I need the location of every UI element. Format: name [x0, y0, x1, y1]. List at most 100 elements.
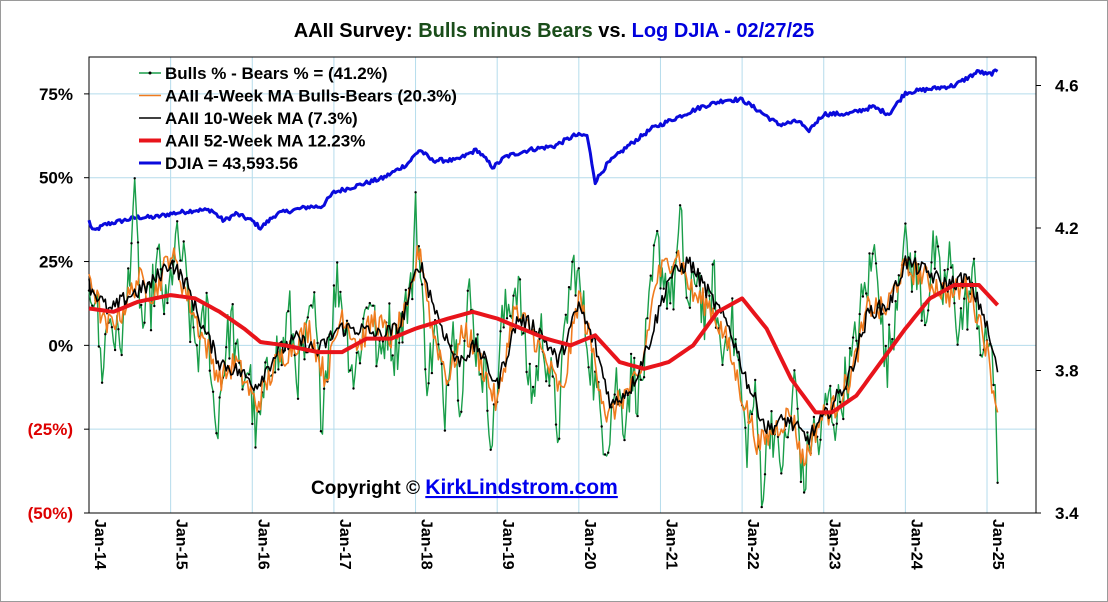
data-point [127, 267, 130, 270]
data-point [832, 423, 835, 427]
data-point [721, 363, 724, 367]
data-point [806, 431, 809, 434]
data-point [623, 438, 626, 442]
data-point [130, 242, 133, 245]
data-point [545, 380, 548, 383]
legend: Bulls % - Bears % = (41.2%) AAII 4-Week M… [139, 64, 457, 173]
data-point [257, 410, 260, 413]
data-point [482, 356, 486, 359]
data-point [339, 290, 342, 294]
data-point [113, 348, 117, 352]
right-axis: 4.6 4.2 3.8 3.4 [1036, 77, 1079, 523]
data-point [120, 353, 123, 357]
data-point [734, 338, 737, 341]
data-point [646, 317, 649, 320]
data-point [251, 422, 254, 426]
series-line-spread [88, 177, 999, 508]
data-point [450, 344, 453, 347]
left-tick-label: 0% [48, 336, 73, 355]
title-part-1: AAII Survey: [294, 20, 418, 42]
legend-label-ma52: AAII 52-Week MA 12.23% [165, 132, 365, 151]
series-layer [87, 68, 1000, 509]
legend-label-spread: Bulls % - Bears % = (41.2%) [165, 64, 388, 83]
data-point [600, 425, 603, 428]
data-point [564, 313, 567, 316]
data-point [802, 491, 806, 494]
data-point [868, 252, 871, 255]
data-point [829, 384, 832, 388]
data-point [159, 268, 162, 271]
data-point [97, 345, 101, 348]
data-point [587, 366, 590, 369]
data-point [972, 257, 976, 260]
data-point [574, 294, 577, 297]
data-point [355, 351, 358, 354]
data-point [427, 382, 430, 385]
data-point [91, 304, 94, 307]
data-point [966, 328, 969, 331]
data-point [633, 356, 636, 360]
data-point [388, 302, 391, 305]
data-point [358, 362, 362, 365]
data-point [303, 358, 306, 361]
data-point [754, 378, 757, 382]
right-tick-label: 3.4 [1055, 504, 1079, 523]
data-point [401, 341, 404, 344]
data-point [349, 369, 352, 372]
data-point [577, 267, 580, 270]
data-point [352, 387, 355, 390]
x-tick-label: Jan-14 [91, 519, 108, 570]
data-point [933, 267, 936, 270]
data-point [884, 344, 887, 348]
data-point [946, 268, 949, 271]
x-tick-label: Jan-24 [907, 519, 924, 570]
data-point [179, 259, 182, 262]
data-point [313, 291, 316, 294]
data-point [247, 373, 251, 376]
left-tick-label: 75% [39, 85, 73, 104]
legend-label-djia: DJIA = 43,593.56 [165, 154, 298, 173]
data-point [440, 362, 443, 366]
data-point [231, 303, 234, 306]
data-point [463, 339, 466, 343]
data-point [225, 346, 228, 349]
data-point [110, 326, 114, 329]
data-point [309, 304, 313, 307]
x-tick-label: Jan-17 [336, 519, 353, 570]
data-point [819, 438, 822, 441]
data-point [316, 341, 319, 345]
x-tick-label: Jan-19 [499, 519, 516, 570]
data-point [241, 388, 244, 391]
data-point [149, 329, 153, 332]
data-point [917, 263, 920, 266]
data-point [613, 393, 616, 396]
copyright-link[interactable]: KirkLindstrom.com [425, 476, 618, 499]
data-point [793, 369, 796, 372]
data-point [891, 337, 894, 341]
data-point [306, 316, 309, 319]
data-point [760, 505, 763, 509]
right-tick-label: 4.2 [1055, 219, 1079, 238]
x-tick-label: Jan-16 [254, 519, 271, 570]
data-point [665, 307, 669, 310]
data-point [858, 312, 861, 316]
data-point [424, 368, 427, 371]
data-point [192, 326, 195, 329]
series-spread [87, 177, 999, 509]
data-point [923, 323, 927, 327]
data-point [956, 343, 959, 346]
data-point [910, 290, 914, 293]
data-point [430, 371, 434, 375]
title-part-3: vs. [593, 20, 632, 42]
data-point [639, 378, 643, 381]
data-point [897, 274, 900, 277]
data-point [763, 473, 767, 476]
data-point [336, 261, 339, 264]
data-point [652, 244, 656, 247]
data-point [499, 330, 502, 333]
x-tick-label: Jan-15 [173, 519, 190, 570]
data-point [456, 399, 460, 402]
data-point [744, 426, 747, 429]
data-point [959, 307, 963, 310]
